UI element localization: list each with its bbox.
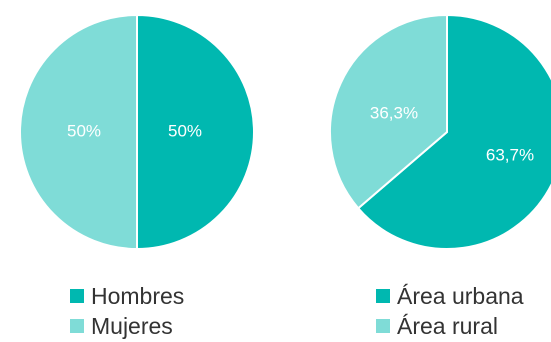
legend-label-mujeres: Mujeres	[91, 313, 173, 339]
legend-item-area-rural: Área rural	[376, 311, 524, 341]
data-label-mujeres: 50%	[67, 121, 101, 140]
data-label-hombres: 50%	[168, 121, 202, 140]
pie-slice-area-urbana	[356, 13, 551, 250]
legend-item-mujeres: Mujeres	[70, 311, 184, 341]
legend-label-hombres: Hombres	[91, 283, 185, 309]
legend-area: Área urbana Área rural	[376, 281, 524, 341]
legend-swatch-area-urbana	[376, 289, 390, 303]
data-label-area-urbana: 63,7%	[486, 145, 534, 164]
legend-label-area-urbana: Área urbana	[397, 283, 524, 309]
legend-swatch-mujeres	[70, 319, 84, 333]
legend-label-area-rural: Área rural	[397, 313, 498, 339]
pie-slice-area-rural	[329, 13, 448, 210]
legend-swatch-area-rural	[376, 319, 390, 333]
data-label-area-rural: 36,3%	[370, 103, 418, 122]
legend-item-area-urbana: Área urbana	[376, 281, 524, 311]
legend-swatch-hombres	[70, 289, 84, 303]
legend-item-hombres: Hombres	[70, 281, 184, 311]
pie-slice-mujeres	[19, 13, 138, 251]
pie-slice-hombres	[136, 13, 255, 251]
legend-gender: Hombres Mujeres	[70, 281, 184, 341]
